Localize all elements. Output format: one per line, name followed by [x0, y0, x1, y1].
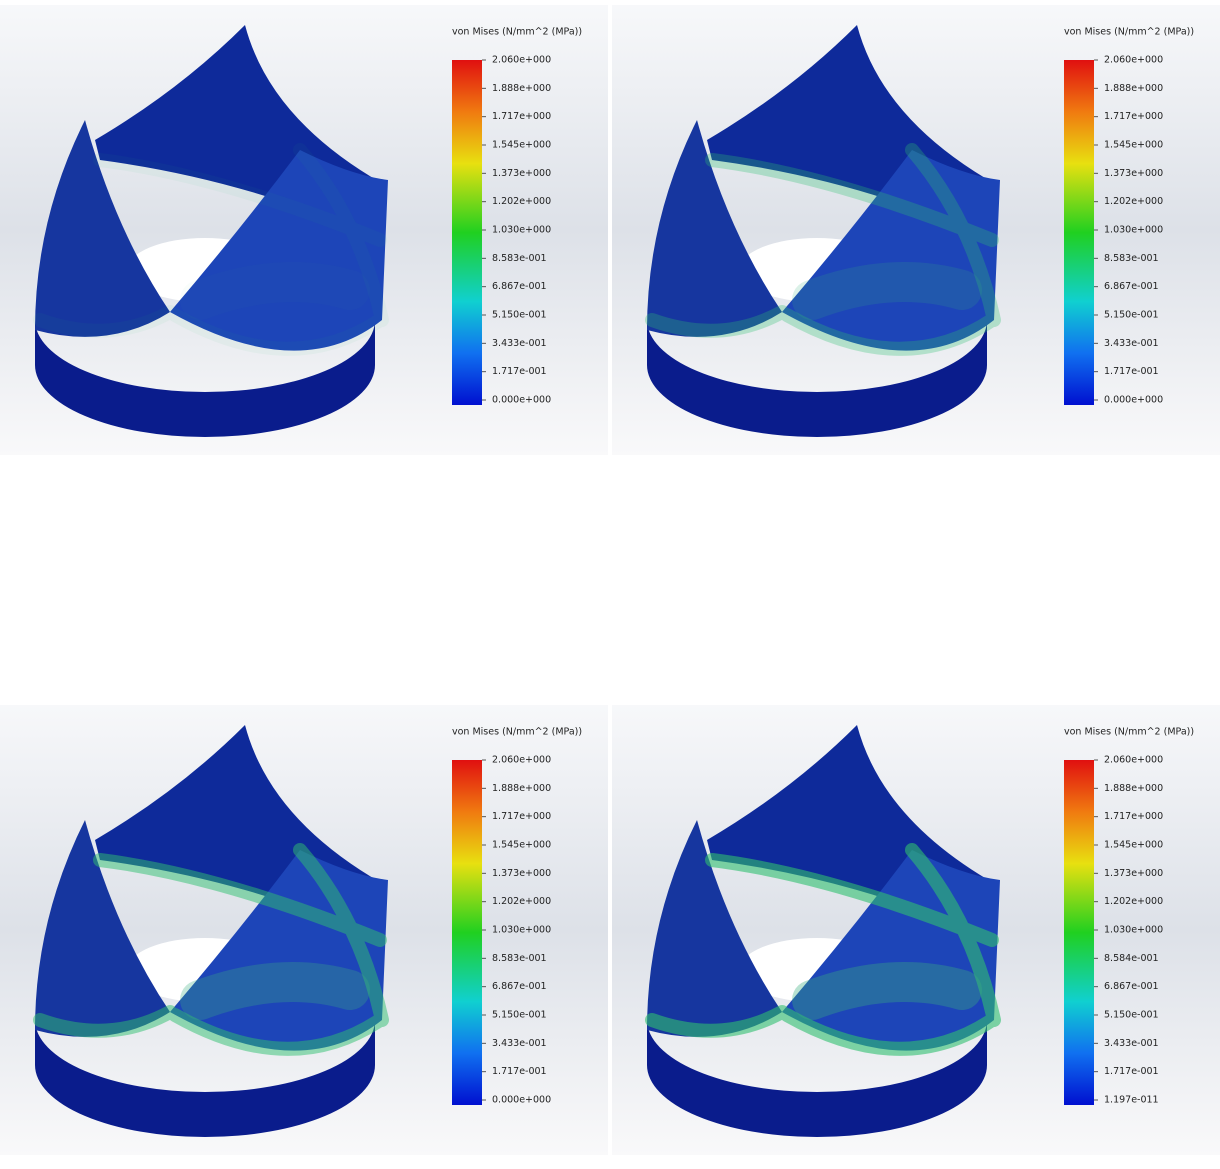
figure: von Mises (N/mm^2 (MPa)) 2.060e+000 1.888e…	[0, 0, 1220, 1169]
legend-label: 1.202e+000	[1104, 196, 1163, 207]
legend-label: 2.060e+000	[1104, 755, 1163, 766]
stress-region	[812, 282, 962, 300]
legend-label: 1.030e+000	[492, 925, 551, 936]
legend-label: 3.433e-001	[1104, 338, 1159, 349]
legend-label: 1.888e+000	[1104, 83, 1163, 94]
legend-label: 1.717e-001	[492, 1066, 547, 1077]
stress-region	[200, 282, 350, 300]
legend-label: 1.717e-001	[492, 366, 547, 377]
legend-title: von Mises (N/mm^2 (MPa))	[452, 27, 582, 38]
legend-label: 1.888e+000	[1104, 783, 1163, 794]
color-bar	[452, 760, 482, 1105]
legend-label: 1.888e+000	[492, 83, 551, 94]
legend-label: 1.373e+000	[1104, 168, 1163, 179]
legend-label: 6.867e-001	[492, 281, 547, 292]
color-bar	[452, 60, 482, 405]
legend-label: 1.202e+000	[1104, 896, 1163, 907]
legend-label: 1.202e+000	[492, 896, 551, 907]
legend-label: 8.583e-001	[492, 953, 547, 964]
legend-label: 1.030e+000	[1104, 925, 1163, 936]
legend-label: 2.060e+000	[1104, 55, 1163, 66]
color-bar	[1064, 60, 1094, 405]
legend-label: 6.867e-001	[492, 981, 547, 992]
legend-label: 0.000e+000	[1104, 395, 1163, 406]
legend-label: 1.545e+000	[1104, 140, 1163, 151]
legend-label: 5.150e-001	[492, 310, 547, 321]
legend-label: 1.197e-011	[1104, 1095, 1159, 1106]
legend-title: von Mises (N/mm^2 (MPa))	[452, 727, 582, 738]
legend-label: 1.717e-001	[1104, 1066, 1159, 1077]
legend-label: 0.000e+000	[492, 395, 551, 406]
legend-label: 8.583e-001	[492, 253, 547, 264]
result-panel: von Mises (N/mm^2 (MPa)) 2.060e+000 1.888e…	[0, 705, 608, 1155]
legend-label: 1.373e+000	[492, 868, 551, 879]
result-panel: von Mises (N/mm^2 (MPa)) 2.060e+000 1.888e…	[612, 705, 1220, 1155]
legend-label: 1.717e+000	[492, 111, 551, 122]
legend-label: 1.888e+000	[492, 783, 551, 794]
legend-label: 1.202e+000	[492, 196, 551, 207]
legend-label: 2.060e+000	[492, 55, 551, 66]
legend-label: 1.030e+000	[492, 225, 551, 236]
legend-label: 1.717e-001	[1104, 366, 1159, 377]
legend-label: 5.150e-001	[1104, 310, 1159, 321]
legend-label: 8.584e-001	[1104, 953, 1159, 964]
result-panel: von Mises (N/mm^2 (MPa)) 2.060e+000 1.888e…	[612, 5, 1220, 455]
legend-label: 6.867e-001	[1104, 981, 1159, 992]
legend-label: 8.583e-001	[1104, 253, 1159, 264]
legend-label: 2.060e+000	[492, 755, 551, 766]
stress-region	[812, 982, 962, 1000]
color-bar	[1064, 760, 1094, 1105]
legend-label: 3.433e-001	[1104, 1038, 1159, 1049]
legend-label: 1.717e+000	[492, 811, 551, 822]
legend-label: 1.545e+000	[1104, 840, 1163, 851]
legend-label: 0.000e+000	[492, 1095, 551, 1106]
result-panel: von Mises (N/mm^2 (MPa)) 2.060e+000 1.888e…	[0, 5, 608, 455]
legend-label: 1.545e+000	[492, 840, 551, 851]
legend-label: 3.433e-001	[492, 1038, 547, 1049]
legend-label: 1.030e+000	[1104, 225, 1163, 236]
legend-label: 1.717e+000	[1104, 111, 1163, 122]
legend-label: 5.150e-001	[492, 1010, 547, 1021]
legend-label: 1.717e+000	[1104, 811, 1163, 822]
legend-label: 1.373e+000	[492, 168, 551, 179]
stress-region	[200, 982, 350, 1000]
legend-label: 3.433e-001	[492, 338, 547, 349]
legend-label: 1.545e+000	[492, 140, 551, 151]
legend-title: von Mises (N/mm^2 (MPa))	[1064, 727, 1194, 738]
legend-title: von Mises (N/mm^2 (MPa))	[1064, 27, 1194, 38]
legend-label: 6.867e-001	[1104, 281, 1159, 292]
legend-label: 1.373e+000	[1104, 868, 1163, 879]
legend-label: 5.150e-001	[1104, 1010, 1159, 1021]
